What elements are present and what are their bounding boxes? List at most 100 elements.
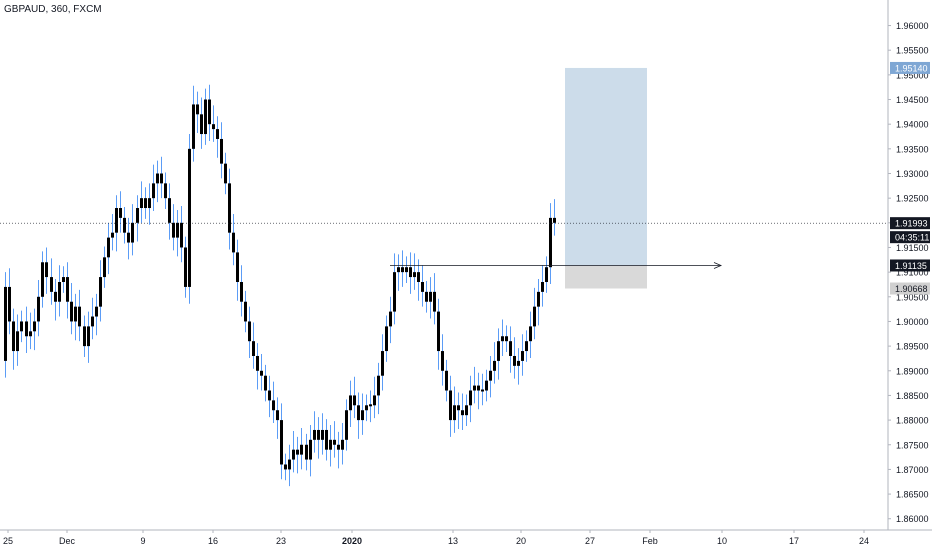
candle-body (377, 375, 380, 396)
time-tick-label: Feb (642, 536, 658, 546)
candle-body (66, 277, 69, 302)
candle-body (537, 291, 540, 307)
candle-body (296, 449, 299, 455)
candle-body (232, 232, 235, 253)
price-tick-label: 1.90000 (896, 317, 929, 327)
candle-body (212, 124, 215, 130)
candle-body (505, 336, 508, 342)
candle-body (16, 331, 19, 352)
entry-price-label-bg (890, 259, 930, 272)
candle-body (168, 198, 171, 223)
candle-body (305, 444, 308, 460)
candle-body (517, 360, 520, 366)
candle-body (292, 449, 295, 460)
price-tick-label: 1.88000 (896, 416, 929, 426)
candle-body (413, 272, 416, 278)
candle-body (192, 104, 195, 149)
overlay-lines (0, 222, 888, 269)
stop-price-label: 1.90668 (895, 284, 928, 294)
candle-body (115, 208, 118, 233)
candle-body (421, 282, 424, 292)
candle-body (188, 148, 191, 287)
target-price-label: 1.95140 (895, 63, 928, 73)
candle-body (357, 405, 360, 421)
bar-countdown-label: 04:35:11 (895, 233, 929, 243)
candle-body (176, 222, 179, 238)
candle-body (184, 247, 187, 287)
candle-body (70, 301, 73, 322)
candle-body (172, 222, 175, 238)
position-zones (565, 67, 647, 289)
candle-body (276, 410, 279, 421)
candle-body (329, 439, 332, 450)
candle-body (337, 444, 340, 450)
price-tick-label: 1.95500 (896, 46, 929, 56)
target-zone (565, 67, 647, 266)
candle-body (62, 277, 65, 283)
price-tick-label: 1.94500 (896, 95, 929, 105)
price-tick-label: 1.90500 (896, 292, 929, 302)
candle-body (553, 217, 556, 223)
candle-body (345, 410, 348, 440)
candle-body (248, 321, 251, 342)
price-tick-label: 1.88500 (896, 391, 929, 401)
candle-body (244, 301, 247, 322)
candle-body (58, 282, 61, 302)
candle-body (200, 114, 203, 135)
candle-body (477, 385, 480, 391)
candle-body (91, 316, 94, 327)
candle-body (300, 444, 303, 455)
time-tick-label: 23 (276, 536, 286, 546)
symbol-title: GBPAUD, 360, FXCM (4, 4, 102, 15)
candle-body (160, 173, 163, 184)
candle-body (288, 459, 291, 470)
candle-body (401, 267, 404, 273)
candle-body (103, 257, 106, 278)
time-axis[interactable]: 25 Dec 9 16 23 2020 13 20 27 Feb 10 17 24 (0, 529, 932, 546)
time-tick-label: 16 (208, 536, 218, 546)
time-tick-label: 9 (140, 536, 145, 546)
candle-body (341, 439, 344, 450)
candle-body (457, 405, 460, 411)
candle-body (148, 198, 151, 209)
candle-body (140, 198, 143, 209)
candle-body (449, 390, 452, 421)
candle-body (313, 429, 316, 440)
candle-body (74, 306, 77, 322)
candle-body (54, 291, 57, 302)
candle-body (533, 306, 536, 327)
candle-body (107, 237, 110, 258)
candle-body (208, 99, 211, 125)
candle-body (321, 429, 324, 440)
price-tick-label: 1.93000 (896, 169, 929, 179)
candle-body (549, 217, 552, 268)
target-price-label-bg (890, 61, 930, 74)
candle-body (180, 222, 183, 248)
candle-body (272, 400, 275, 411)
candle-body (8, 286, 11, 322)
candle-body (369, 404, 372, 407)
candle-body (513, 355, 516, 366)
candle-body (429, 291, 432, 302)
stop-zone (565, 265, 647, 289)
candle-body (164, 183, 167, 199)
time-tick-label: 10 (717, 536, 727, 546)
bar-countdown-label-bg (890, 231, 930, 244)
candle-body (41, 262, 44, 297)
time-tick-label: 25 (3, 536, 13, 546)
candle-body (481, 389, 484, 392)
candle-body (127, 232, 130, 243)
candle-body (264, 375, 267, 391)
candle-body (445, 370, 448, 391)
candle-body (469, 390, 472, 406)
candle-body (37, 296, 40, 322)
candle-body (111, 232, 114, 238)
candle-body (236, 252, 239, 283)
candle-body (437, 311, 440, 352)
candle-body (240, 282, 243, 302)
candle-body (317, 429, 320, 440)
candle-body (20, 321, 23, 332)
price-tick-label: 1.91000 (896, 268, 929, 278)
